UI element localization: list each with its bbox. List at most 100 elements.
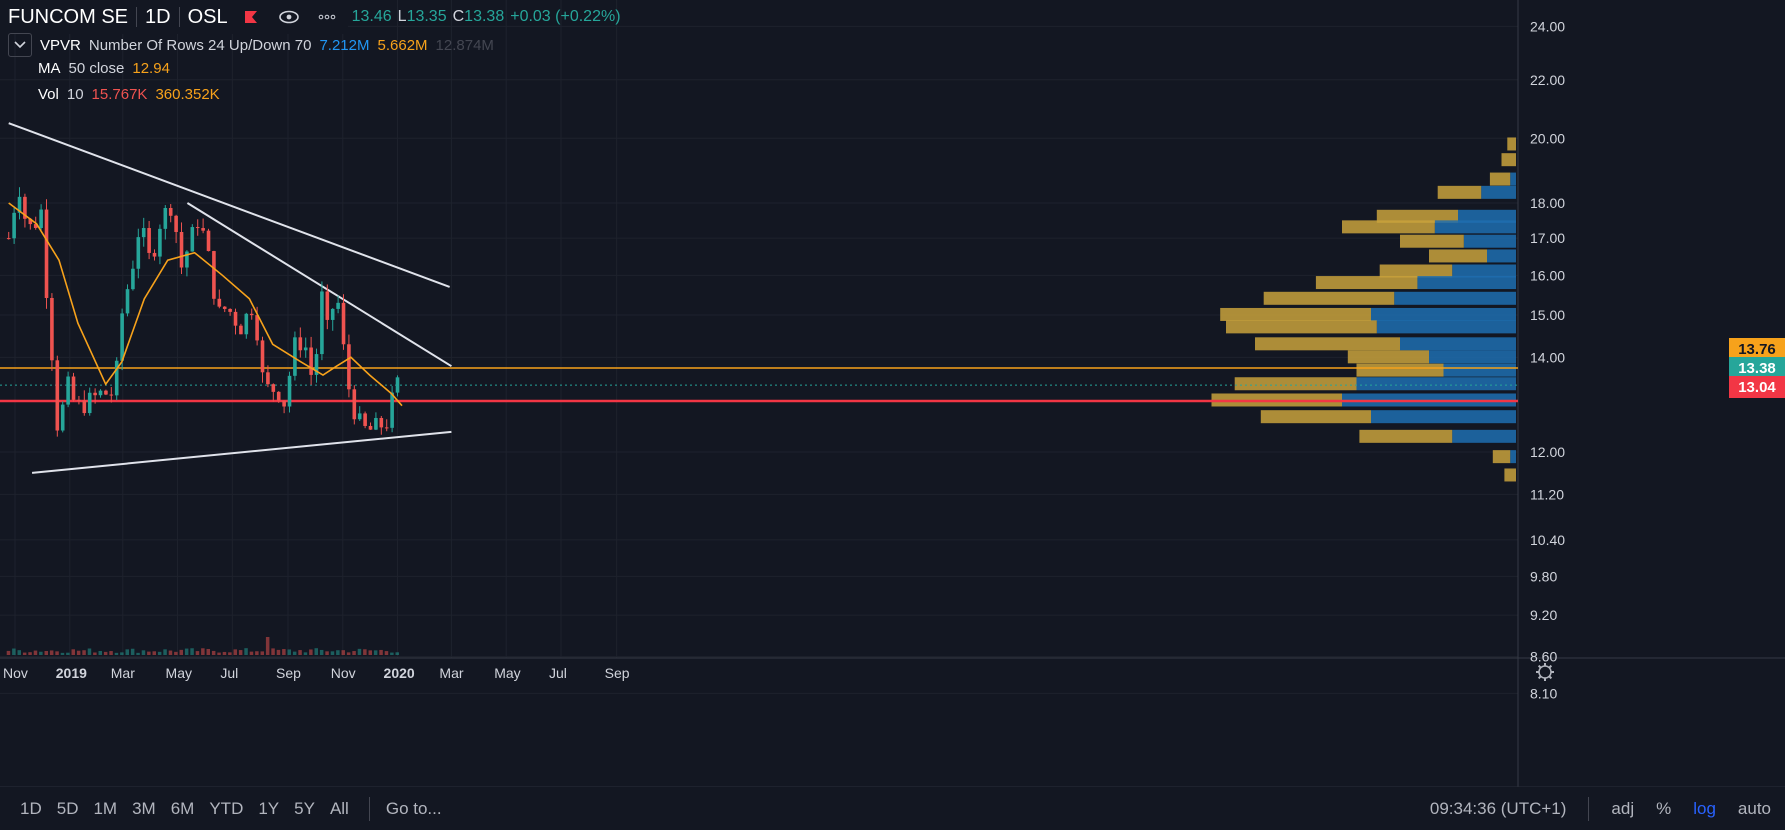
volume-profile-down-bar: [1255, 337, 1400, 351]
trendline-mid[interactable]: [186, 202, 452, 368]
auto-toggle[interactable]: auto: [1737, 798, 1771, 818]
candle-body: [28, 218, 33, 225]
range-button-all[interactable]: All: [329, 798, 349, 818]
range-button-5y[interactable]: 5Y: [294, 798, 315, 818]
candle-body: [87, 392, 92, 414]
eye-icon[interactable]: [274, 4, 304, 30]
log-toggle[interactable]: log: [1693, 798, 1716, 818]
trendline-upper[interactable]: [8, 122, 450, 288]
volume-profile-down-bar: [1342, 220, 1435, 234]
candle-body: [120, 313, 124, 361]
volume-profile-down-bar: [1359, 429, 1453, 443]
interval-label[interactable]: 1D: [145, 5, 171, 28]
volume-bar: [325, 651, 329, 655]
vpvr-legend[interactable]: VPVR Number Of Rows 24 Up/Down 70 7.212M…: [8, 33, 494, 57]
ma-legend[interactable]: MA 50 close 12.94: [38, 60, 170, 77]
volume-bar: [255, 651, 259, 655]
adj-toggle[interactable]: adj: [1611, 798, 1635, 818]
volume-bar: [168, 650, 173, 655]
volume-bar: [39, 651, 43, 655]
time-axis-label: May: [166, 665, 192, 681]
candle-body: [330, 308, 335, 320]
price-axis-label: 14.00: [1530, 349, 1565, 365]
price-axis-label: 15.00: [1530, 307, 1565, 323]
volume-bar: [303, 652, 308, 655]
trendline-lower[interactable]: [31, 430, 452, 474]
candle-body: [168, 207, 173, 216]
range-button-1y[interactable]: 1Y: [258, 798, 280, 818]
volume-profile-up-bar: [1394, 291, 1516, 305]
candle-body: [17, 196, 22, 213]
volume-profile-up-bar: [1443, 363, 1516, 377]
flag-icon[interactable]: [236, 4, 266, 30]
range-button-6m[interactable]: 6M: [170, 798, 195, 818]
volume-bar: [201, 648, 205, 655]
volume-bar: [233, 649, 238, 655]
price-axis-label: 8.60: [1530, 649, 1557, 665]
volume-profile-down-bar: [1501, 153, 1516, 167]
volume-profile-up-bar: [1376, 320, 1516, 334]
symbol-name[interactable]: FUNCOM SE: [8, 5, 128, 28]
volume-profile-down-bar: [1379, 264, 1453, 278]
volume-profile-down-bar: [1315, 276, 1418, 290]
range-button-5d[interactable]: 5D: [56, 798, 79, 818]
price-axis-label: 16.00: [1530, 267, 1565, 283]
gear-tooth: [1537, 664, 1542, 669]
bottom-toolbar: 1D 5D 1M 3M 6M YTD 1Y 5Y All Go to... 09:34:36 (…: [0, 787, 1785, 830]
volume-bar: [368, 650, 373, 655]
volume-bar: [22, 652, 27, 655]
volume-bar: [379, 649, 383, 655]
range-button-ytd[interactable]: YTD: [209, 798, 244, 818]
price-axis-label: 17.00: [1530, 230, 1565, 246]
price-axis-label: 9.80: [1530, 568, 1557, 584]
ma-name: MA: [38, 60, 61, 77]
settings-gear-icon[interactable]: [1536, 663, 1554, 681]
time-axis-label: May: [494, 665, 520, 681]
goto-button[interactable]: Go to...: [385, 798, 442, 818]
symbol-box[interactable]: FUNCOM SE 1D OSL: [0, 0, 348, 34]
vpvr-name: VPVR: [40, 36, 81, 54]
candle-body: [131, 268, 135, 290]
last-price-tag: 13.38: [1729, 357, 1785, 379]
percent-toggle[interactable]: %: [1656, 798, 1672, 818]
time-axis-label: 2020: [384, 665, 415, 681]
volume-bar: [384, 651, 389, 655]
price-chart[interactable]: 26.0024.0022.0020.0018.0017.0016.0015.00…: [0, 0, 1785, 787]
range-button-1m[interactable]: 1M: [93, 798, 118, 818]
vol-legend[interactable]: Vol 10 15.767K 360.352K: [38, 86, 220, 103]
candle-body: [222, 306, 227, 309]
gear-ring: [1538, 665, 1552, 679]
volume-bar: [363, 649, 367, 655]
volume-bar: [298, 650, 302, 655]
volume-bar: [28, 652, 32, 655]
candle-body: [212, 251, 216, 299]
exchange-label: OSL: [187, 5, 228, 28]
low-label: L: [397, 8, 407, 25]
volume-profile-up-bar: [1400, 337, 1516, 351]
ohlc-values: 13.46 L13.35 C13.38 +0.03 (+0.22%): [352, 8, 621, 26]
more-options-icon[interactable]: [312, 4, 342, 30]
collapse-legend-button[interactable]: [8, 33, 32, 57]
candle-body: [384, 427, 389, 429]
range-button-1d[interactable]: 1D: [20, 798, 42, 818]
price-axis-label: 22.00: [1530, 72, 1565, 88]
volume-bar: [76, 650, 81, 655]
range-button-3m[interactable]: 3M: [132, 798, 156, 818]
volume-profile-up-bar: [1510, 172, 1516, 186]
clock[interactable]: 09:34:36 (UTC+1): [1429, 798, 1567, 818]
volume-profile-down-bar: [1376, 209, 1458, 223]
candle-body: [325, 291, 330, 320]
volume-bar: [114, 652, 119, 655]
candle-body: [260, 340, 265, 373]
volume-bar: [271, 648, 275, 655]
volume-bar: [163, 649, 167, 655]
candle-body: [98, 390, 103, 396]
candle-body: [266, 372, 270, 385]
candle-body: [201, 228, 205, 231]
candle-body: [217, 298, 222, 307]
candle-body: [395, 377, 400, 393]
close-value: 13.38: [464, 8, 505, 25]
candle-body: [60, 404, 65, 431]
price-axis-label: 20.00: [1530, 130, 1565, 146]
candle-body: [141, 228, 146, 238]
